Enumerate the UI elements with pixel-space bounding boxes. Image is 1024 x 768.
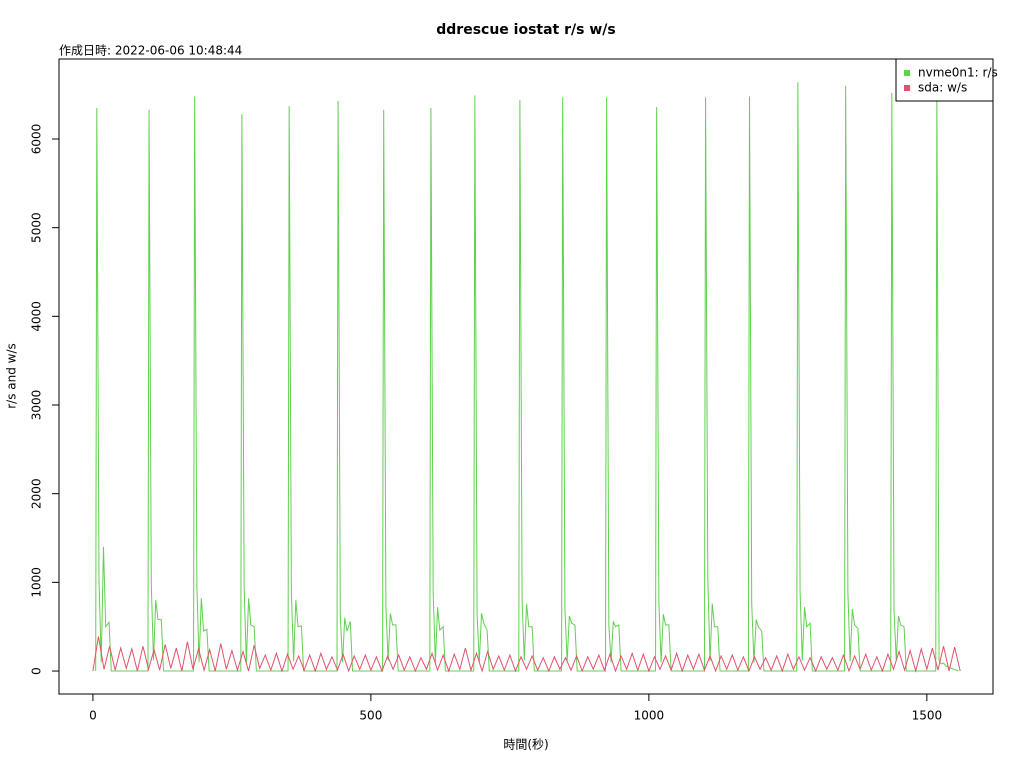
x-tick-label: 1000 <box>634 709 665 723</box>
legend-label: sda: w/s <box>918 81 967 95</box>
y-tick-label: 6000 <box>30 124 44 155</box>
plot-frame <box>58 58 994 695</box>
legend-swatch <box>904 85 910 91</box>
y-tick-label: 5000 <box>30 212 44 243</box>
y-tick-label: 3000 <box>30 390 44 421</box>
x-tick-label: 500 <box>359 709 382 723</box>
x-tick-label: 0 <box>89 709 97 723</box>
chart-title: ddrescue iostat r/s w/s <box>436 22 615 38</box>
series-line <box>95 82 959 672</box>
legend-swatch <box>904 70 910 76</box>
chart-subtitle: 作成日時: 2022-06-06 10:48:44 <box>59 44 242 58</box>
y-tick-label: 4000 <box>30 301 44 332</box>
y-axis-label: r/s and w/s <box>5 343 19 409</box>
y-tick-label: 2000 <box>30 478 44 509</box>
x-axis-label: 時間(秒) <box>503 738 548 752</box>
y-tick-label: 0 <box>30 667 44 675</box>
series-line <box>92 636 961 674</box>
legend-box <box>895 58 994 102</box>
legend-label: nvme0n1: r/s <box>918 66 998 80</box>
y-tick-label: 1000 <box>30 567 44 598</box>
x-tick-label: 1500 <box>912 709 943 723</box>
